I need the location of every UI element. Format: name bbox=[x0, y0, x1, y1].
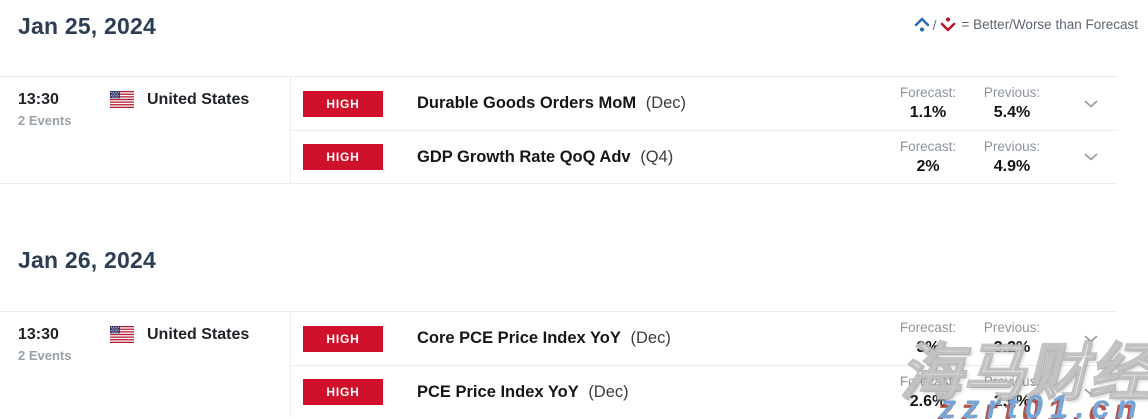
forecast-figure: Forecast: 3% bbox=[886, 320, 970, 357]
event-row[interactable]: HIGH GDP Growth Rate QoQ Adv (Q4) Foreca… bbox=[291, 130, 1118, 183]
impact-badge: HIGH bbox=[303, 325, 383, 352]
event-figures: Forecast: 1.1% Previous: 5.4% bbox=[886, 85, 1054, 122]
previous-figure: Previous: 2.6% bbox=[970, 374, 1054, 411]
forecast-label: Forecast: bbox=[899, 85, 957, 100]
group-info-cell: 13:30 2 Events bbox=[0, 77, 290, 183]
previous-figure: Previous: 4.9% bbox=[970, 139, 1054, 176]
us-flag-icon bbox=[110, 91, 134, 108]
better-than-forecast-icon bbox=[913, 16, 931, 33]
forecast-legend: / = Better/Worse than Forecast bbox=[913, 10, 1138, 33]
legend-separator: / bbox=[932, 16, 937, 33]
chevron-down-icon[interactable] bbox=[1084, 100, 1098, 108]
event-title-wrap: Core PCE Price Index YoY (Dec) bbox=[417, 329, 671, 348]
event-title: Durable Goods Orders MoM bbox=[417, 94, 637, 112]
forecast-label: Forecast: bbox=[899, 138, 957, 154]
event-time: 13:30 bbox=[18, 91, 59, 108]
previous-value: 2.6% bbox=[993, 392, 1031, 410]
impact-badge: HIGH bbox=[303, 379, 383, 405]
section-header-jan26: Jan 26, 2024 bbox=[0, 234, 1148, 276]
events-column: HIGH Durable Goods Orders MoM (Dec) Fore… bbox=[290, 77, 1118, 183]
event-figures: Forecast: 3% Previous: 3.2% bbox=[886, 320, 1054, 357]
group-info-cell: 13:30 2 Events bbox=[0, 312, 290, 418]
chevron-down-icon[interactable] bbox=[1084, 335, 1098, 343]
previous-figure: Previous: 3.2% bbox=[970, 320, 1054, 357]
forecast-value: 2.6% bbox=[909, 392, 947, 410]
event-group: 13:30 2 Events bbox=[0, 76, 1118, 184]
event-figures: Forecast: 2.6% Previous: 2.6% bbox=[886, 374, 1054, 411]
event-title-wrap: GDP Growth Rate QoQ Adv (Q4) bbox=[417, 148, 673, 167]
event-period: (Dec) bbox=[645, 94, 687, 112]
event-title: Core PCE Price Index YoY bbox=[417, 329, 621, 347]
events-count: 2 Events bbox=[18, 113, 72, 128]
legend-text: = Better/Worse than Forecast bbox=[961, 17, 1138, 32]
event-group: 13:30 2 Events bbox=[0, 311, 1118, 418]
chevron-down-icon[interactable] bbox=[1084, 388, 1098, 396]
event-figures: Forecast: 2% Previous: 4.9% bbox=[886, 139, 1054, 176]
forecast-value: 3% bbox=[916, 339, 940, 356]
previous-value: 3.2% bbox=[993, 339, 1031, 356]
date-heading: Jan 26, 2024 bbox=[18, 247, 156, 273]
previous-value: 5.4% bbox=[993, 104, 1031, 121]
event-title: PCE Price Index YoY bbox=[417, 382, 579, 401]
impact-badge: HIGH bbox=[303, 90, 383, 117]
us-flag-icon bbox=[110, 326, 134, 343]
forecast-label: Forecast: bbox=[899, 320, 957, 335]
forecast-label: Forecast: bbox=[899, 373, 957, 389]
section-header-jan25: Jan 25, 2024 / = Better/Worse than Forec… bbox=[0, 0, 1148, 42]
country-name: United States bbox=[147, 326, 250, 343]
event-title-wrap: PCE Price Index YoY (Dec) bbox=[417, 383, 629, 402]
event-period: (Dec) bbox=[588, 382, 629, 401]
previous-label: Previous: bbox=[983, 373, 1041, 389]
event-time: 13:30 bbox=[18, 326, 59, 343]
forecast-value: 1.1% bbox=[909, 104, 947, 121]
impact-badge: HIGH bbox=[303, 144, 383, 170]
previous-label: Previous: bbox=[983, 320, 1041, 335]
worse-than-forecast-icon bbox=[939, 16, 957, 33]
time-block: 13:30 2 Events bbox=[18, 325, 110, 418]
date-heading: Jan 25, 2024 bbox=[18, 13, 156, 39]
forecast-figure: Forecast: 1.1% bbox=[886, 85, 970, 122]
previous-label: Previous: bbox=[983, 138, 1041, 154]
events-column: HIGH Core PCE Price Index YoY (Dec) Fore… bbox=[290, 312, 1118, 418]
forecast-figure: Forecast: 2% bbox=[886, 139, 970, 176]
event-row[interactable]: HIGH Durable Goods Orders MoM (Dec) Fore… bbox=[291, 77, 1118, 130]
previous-figure: Previous: 5.4% bbox=[970, 85, 1054, 122]
previous-label: Previous: bbox=[983, 85, 1041, 100]
event-period: (Q4) bbox=[640, 147, 674, 166]
forecast-figure: Forecast: 2.6% bbox=[886, 374, 970, 411]
events-count: 2 Events bbox=[18, 348, 72, 363]
previous-value: 4.9% bbox=[993, 157, 1031, 175]
forecast-value: 2% bbox=[916, 157, 940, 175]
chevron-down-icon[interactable] bbox=[1084, 153, 1098, 161]
time-block: 13:30 2 Events bbox=[18, 90, 110, 183]
event-title-wrap: Durable Goods Orders MoM (Dec) bbox=[417, 94, 686, 113]
event-title: GDP Growth Rate QoQ Adv bbox=[417, 147, 631, 166]
event-period: (Dec) bbox=[630, 329, 671, 347]
country-name: United States bbox=[147, 91, 250, 108]
event-row[interactable]: HIGH PCE Price Index YoY (Dec) Forecast:… bbox=[291, 365, 1118, 418]
event-row[interactable]: HIGH Core PCE Price Index YoY (Dec) Fore… bbox=[291, 312, 1118, 365]
